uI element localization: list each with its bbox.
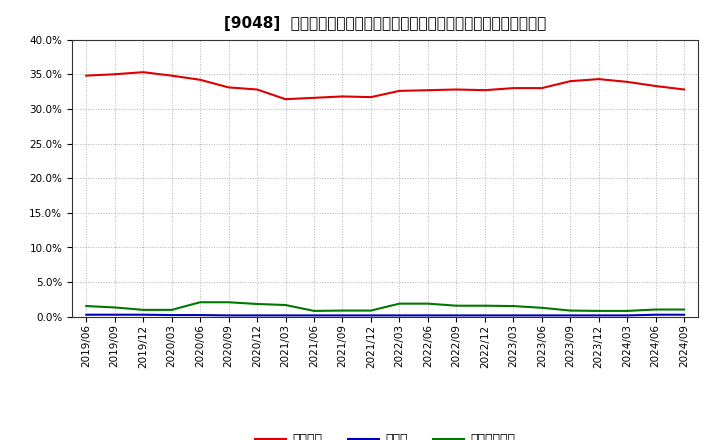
繰延税金資産 [595, 308, 603, 314]
繰延税金資産 [566, 308, 575, 313]
自己資本 [82, 73, 91, 78]
のれん [310, 313, 318, 318]
自己資本 [566, 78, 575, 84]
のれん [82, 312, 91, 317]
繰延税金資産 [82, 304, 91, 309]
自己資本 [423, 88, 432, 93]
自己資本 [652, 84, 660, 89]
自己資本 [253, 87, 261, 92]
自己資本 [282, 96, 290, 102]
繰延税金資産 [395, 301, 404, 306]
のれん [595, 313, 603, 318]
繰延税金資産 [282, 302, 290, 308]
自己資本 [338, 94, 347, 99]
繰延税金資産 [680, 307, 688, 312]
自己資本 [225, 85, 233, 90]
のれん [110, 312, 119, 317]
自己資本 [537, 85, 546, 91]
自己資本 [310, 95, 318, 100]
自己資本 [196, 77, 204, 82]
のれん [253, 313, 261, 318]
Line: 自己資本: 自己資本 [86, 72, 684, 99]
繰延税金資産 [338, 308, 347, 313]
繰延税金資産 [423, 301, 432, 306]
繰延税金資産 [537, 305, 546, 311]
繰延税金資産 [139, 307, 148, 312]
のれん [652, 312, 660, 317]
のれん [680, 312, 688, 317]
繰延税金資産 [225, 300, 233, 305]
のれん [366, 313, 375, 318]
自己資本 [480, 88, 489, 93]
のれん [282, 313, 290, 318]
自己資本 [509, 85, 518, 91]
自己資本 [595, 77, 603, 82]
繰延税金資産 [167, 307, 176, 312]
のれん [423, 313, 432, 318]
繰延税金資産 [196, 300, 204, 305]
繰延税金資産 [310, 308, 318, 314]
のれん [537, 313, 546, 318]
のれん [509, 313, 518, 318]
自己資本 [452, 87, 461, 92]
繰延税金資産 [366, 308, 375, 313]
自己資本 [366, 95, 375, 100]
自己資本 [110, 72, 119, 77]
のれん [196, 312, 204, 318]
のれん [395, 313, 404, 318]
のれん [338, 313, 347, 318]
自己資本 [623, 79, 631, 84]
Legend: 自己資本, のれん, 繰延税金資産: 自己資本, のれん, 繰延税金資産 [251, 429, 521, 440]
のれん [452, 313, 461, 318]
繰延税金資産 [509, 304, 518, 309]
のれん [623, 313, 631, 318]
のれん [139, 312, 148, 317]
のれん [167, 312, 176, 318]
繰延税金資産 [652, 307, 660, 312]
繰延税金資産 [253, 301, 261, 307]
自己資本 [395, 88, 404, 94]
自己資本 [139, 70, 148, 75]
繰延税金資産 [452, 303, 461, 308]
自己資本 [680, 87, 688, 92]
のれん [566, 313, 575, 318]
繰延税金資産 [110, 305, 119, 310]
のれん [480, 313, 489, 318]
自己資本 [167, 73, 176, 78]
Title: [9048]  自己資本、のれん、繰延税金資産の総資産に対する比率の推移: [9048] 自己資本、のれん、繰延税金資産の総資産に対する比率の推移 [224, 16, 546, 32]
繰延税金資産 [623, 308, 631, 314]
Line: 繰延税金資産: 繰延税金資産 [86, 302, 684, 311]
のれん [225, 313, 233, 318]
繰延税金資産 [480, 303, 489, 308]
